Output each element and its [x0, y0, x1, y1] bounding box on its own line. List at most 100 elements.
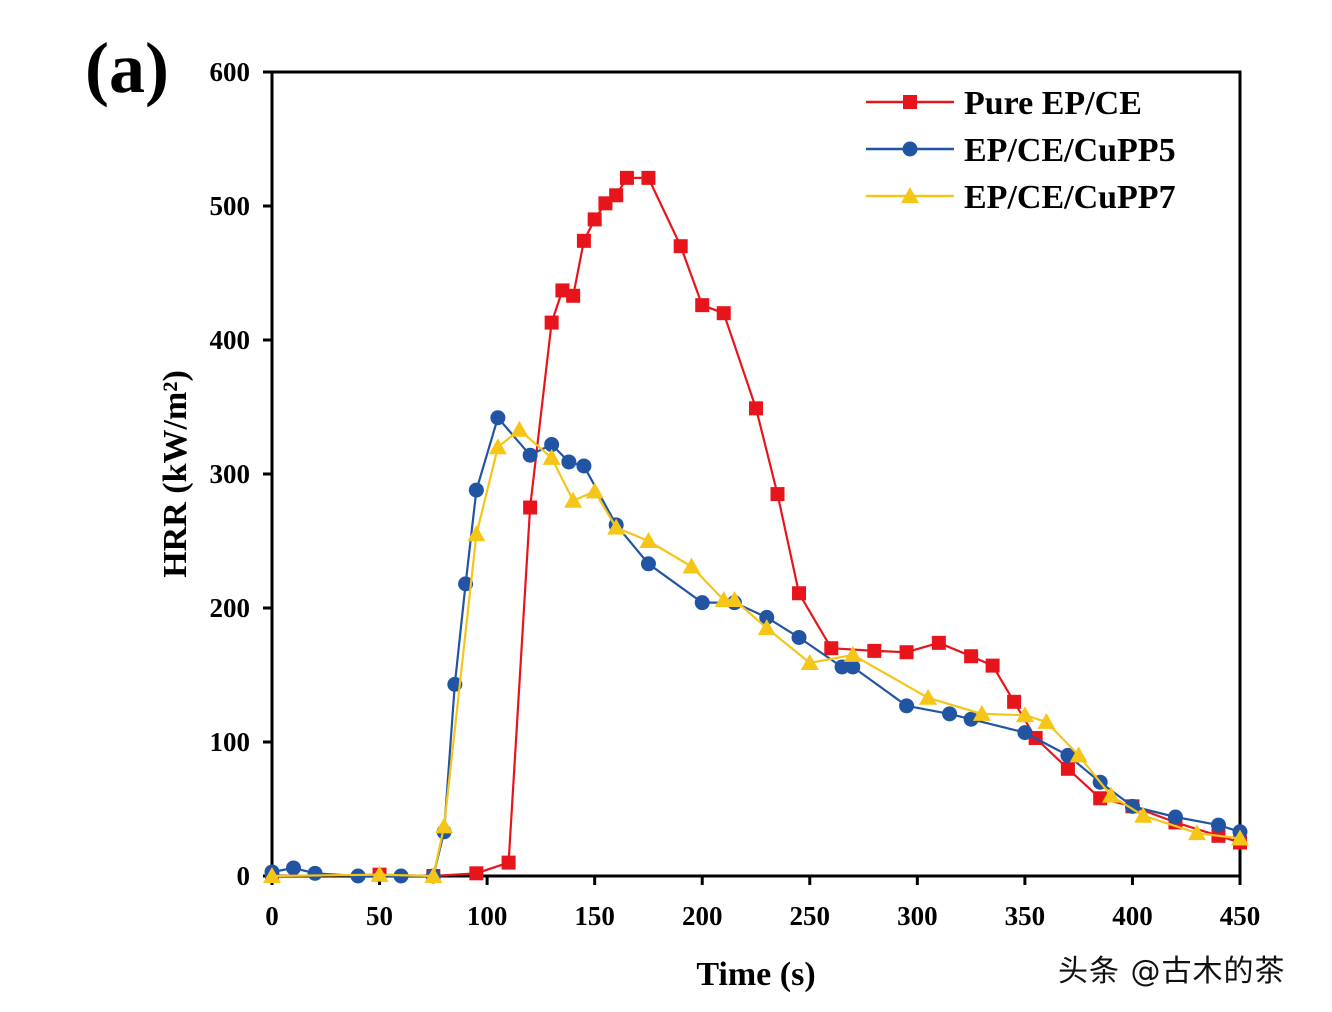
data-point — [639, 532, 658, 548]
data-point — [576, 233, 591, 248]
data-point — [673, 239, 688, 254]
series-line — [271, 428, 1241, 878]
data-point — [985, 658, 1000, 673]
data-point — [694, 595, 710, 611]
series-layer — [263, 170, 1249, 884]
data-point — [1134, 806, 1153, 823]
data-point — [843, 645, 862, 662]
data-point — [522, 447, 538, 463]
x-tick-label: 0 — [265, 901, 279, 931]
data-point — [716, 306, 731, 321]
y-axis-title: HRR (kW/m²) — [157, 370, 194, 578]
data-point — [725, 590, 744, 607]
data-point — [609, 188, 624, 203]
legend-marker — [903, 95, 917, 109]
data-point — [1060, 761, 1075, 776]
data-point — [587, 212, 602, 227]
legend-item: EP/CE/CuPP5 — [866, 132, 1176, 169]
legend-marker — [901, 187, 919, 203]
y-tick-label: 300 — [210, 459, 251, 489]
x-axis-title: Time (s) — [696, 956, 815, 993]
data-point — [424, 867, 443, 883]
y-tick-label: 200 — [210, 593, 251, 623]
data-point — [834, 659, 850, 675]
data-point — [1037, 712, 1056, 729]
data-point — [1069, 746, 1088, 763]
data-point — [1167, 809, 1183, 825]
watermark: 头条 @古木的茶 — [1058, 954, 1286, 989]
data-point — [792, 586, 807, 601]
data-point — [490, 410, 506, 426]
data-point — [585, 482, 604, 499]
data-point — [544, 315, 559, 330]
series-2 — [264, 410, 1248, 884]
data-point — [488, 438, 507, 455]
y-tick-label: 500 — [210, 191, 251, 221]
data-point — [467, 525, 486, 542]
data-point — [695, 298, 710, 313]
data-point — [1210, 817, 1226, 833]
data-point — [867, 643, 882, 658]
legend-label: EP/CE/CuPP5 — [964, 132, 1176, 169]
x-tick-label: 400 — [1112, 901, 1153, 931]
series-line — [271, 176, 1241, 878]
data-point — [759, 609, 775, 625]
x-tick-label: 200 — [682, 901, 723, 931]
data-point — [469, 866, 484, 881]
data-point — [468, 482, 484, 498]
legend-item: EP/CE/CuPP7 — [866, 179, 1176, 216]
data-point — [757, 619, 776, 636]
data-point — [576, 458, 592, 474]
data-point — [542, 448, 561, 465]
data-point — [286, 860, 302, 876]
data-point — [458, 576, 474, 592]
data-point — [1231, 829, 1249, 846]
legend-label: EP/CE/CuPP7 — [964, 179, 1176, 216]
data-point — [523, 500, 538, 515]
data-point — [598, 196, 613, 211]
x-tick-label: 50 — [366, 901, 393, 931]
x-tick-label: 100 — [467, 901, 508, 931]
data-point — [899, 645, 914, 660]
x-tick-label: 150 — [574, 901, 615, 931]
legend-item: Pure EP/CE — [866, 85, 1142, 122]
data-point — [964, 649, 979, 664]
legend-label: Pure EP/CE — [964, 85, 1142, 122]
y-tick-label: 400 — [210, 325, 251, 355]
x-tick-label: 350 — [1005, 901, 1046, 931]
series-line — [271, 416, 1241, 878]
data-point — [682, 557, 701, 574]
data-point — [899, 698, 915, 714]
data-point — [963, 711, 979, 727]
data-point — [1007, 694, 1022, 709]
data-point — [791, 629, 807, 645]
y-tick-label: 0 — [237, 861, 251, 891]
data-point — [566, 288, 581, 303]
data-point — [370, 865, 389, 882]
data-point — [510, 420, 529, 437]
data-point — [942, 706, 958, 722]
legend-marker — [902, 141, 918, 157]
data-point — [931, 635, 946, 650]
data-point — [263, 867, 281, 883]
x-tick-label: 450 — [1220, 901, 1261, 931]
data-point — [555, 283, 570, 298]
y-tick-label: 600 — [210, 57, 251, 87]
data-point — [435, 817, 454, 834]
data-point — [749, 401, 763, 416]
data-point — [501, 855, 516, 870]
data-point — [919, 688, 938, 705]
x-tick-label: 250 — [790, 901, 831, 931]
data-point — [607, 518, 626, 535]
panel-label: (a) — [85, 28, 169, 108]
axes: 0 50 100 150 200 250 300 350 400 450 0 100 200 300 400… — [210, 57, 1261, 931]
data-point — [770, 487, 785, 502]
data-point — [561, 454, 577, 470]
data-point — [1015, 706, 1034, 723]
data-point — [564, 491, 583, 508]
data-point — [800, 653, 819, 670]
data-point — [824, 641, 839, 656]
y-tick-label: 100 — [210, 727, 251, 757]
data-point — [640, 556, 656, 572]
